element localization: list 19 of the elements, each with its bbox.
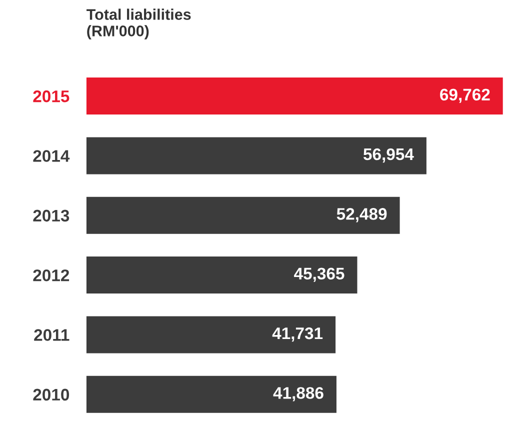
bar: [86, 196, 400, 234]
y-tick-label: 2011: [34, 329, 70, 341]
bar: [86, 376, 336, 413]
bar: [86, 137, 426, 174]
bar: [86, 256, 358, 294]
data-label: 52,489: [336, 208, 387, 222]
y-tick-label: 2013: [33, 210, 70, 222]
bar: [86, 316, 336, 354]
y-tick-label: 2015: [33, 90, 70, 102]
data-label: 41,886: [273, 387, 324, 402]
y-tick-label: 2010: [33, 388, 70, 401]
chart-title: Total liabilities (RM'000): [86, 8, 191, 40]
data-label: 56,954: [363, 148, 414, 163]
data-label: 69,762: [440, 88, 490, 103]
y-tick-label: 2012: [33, 269, 70, 282]
bar: [86, 78, 503, 115]
data-label: 41,731: [272, 327, 323, 342]
y-tick-label: 2014: [33, 150, 70, 162]
data-label: 45,365: [294, 268, 344, 282]
